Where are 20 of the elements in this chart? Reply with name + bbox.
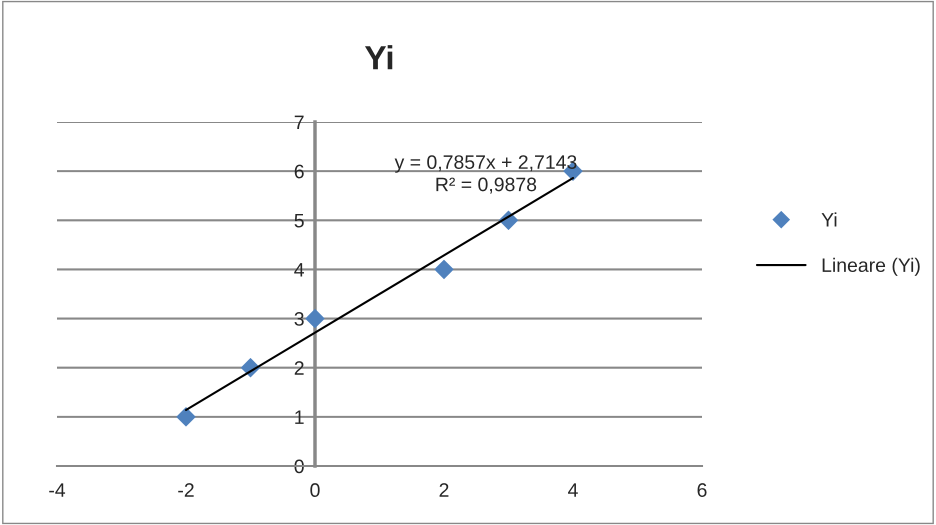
chart-title: Yi xyxy=(364,45,392,70)
y-tick-label: 3 xyxy=(294,312,304,326)
y-tick-label: 4 xyxy=(294,263,304,276)
point xyxy=(434,260,454,280)
y-tick-label: 6 xyxy=(294,164,304,178)
x-tick-label: 6 xyxy=(698,483,707,497)
y-tick-label: 7 xyxy=(294,116,304,130)
y-tick-label: 5 xyxy=(294,214,304,228)
x-tick-label: 4 xyxy=(568,483,578,497)
legend-label: Lineare (Yi) xyxy=(822,258,920,276)
y-tick-label: 1 xyxy=(295,410,304,424)
legend-label: Yi xyxy=(822,212,836,226)
x-tick-label: 0 xyxy=(310,483,320,497)
x-tick-label: -2 xyxy=(178,483,194,497)
annotation: y = 0,7857x + 2,7143 R² = 0,9878 xyxy=(394,155,576,194)
point xyxy=(305,308,325,328)
y-tick-label: 2 xyxy=(294,361,304,375)
point xyxy=(176,407,196,427)
x-tick-label: 2 xyxy=(440,483,448,497)
x-tick-label: -4 xyxy=(49,483,66,497)
